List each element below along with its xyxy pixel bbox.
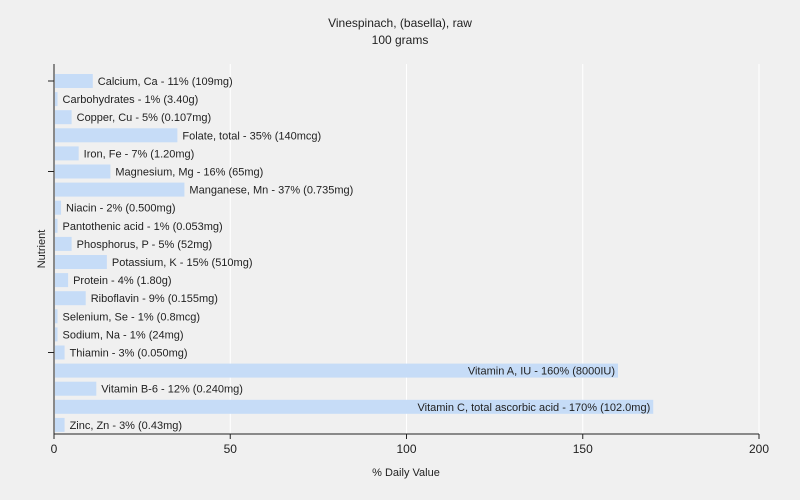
x-tick-label-2: 100 — [396, 442, 416, 456]
x-ticks: 0 50 100 150 200 — [51, 434, 769, 456]
bar-9 — [55, 236, 72, 251]
bar-8 — [55, 218, 58, 233]
bar-0 — [55, 74, 93, 88]
bar-12 — [55, 291, 86, 306]
bar-label-2: Copper, Cu - 5% (0.107mg) — [77, 112, 212, 124]
bar-label-11: Protein - 4% (1.80g) — [73, 275, 171, 287]
chart-subtitle: 100 grams — [372, 33, 429, 47]
bar-19 — [55, 417, 65, 432]
y-ticks — [48, 80, 54, 353]
bar-3 — [55, 128, 178, 143]
x-tick-label-3: 150 — [573, 442, 593, 456]
bar-label-10: Potassium, K - 15% (510mg) — [112, 257, 253, 269]
x-tick-label-1: 50 — [224, 442, 238, 456]
bar-label-1: Carbohydrates - 1% (3.40g) — [63, 94, 199, 106]
bar-label-9: Phosphorus, P - 5% (52mg) — [77, 239, 213, 251]
bar-11 — [55, 273, 69, 288]
bar-label-6: Manganese, Mn - 37% (0.735mg) — [189, 185, 353, 197]
bar-18 — [55, 399, 654, 414]
bar-label-0: Calcium, Ca - 11% (109mg) — [98, 76, 233, 88]
bar-label-12: Riboflavin - 9% (0.155mg) — [91, 293, 218, 305]
bar-10 — [55, 255, 107, 269]
bars: Calcium, Ca - 11% (109mg) Carbohydrates -… — [55, 74, 654, 432]
bar-label-5: Magnesium, Mg - 16% (65mg) — [115, 167, 263, 179]
bar-label-15: Thiamin - 3% (0.050mg) — [70, 348, 188, 360]
bar-label-7: Niacin - 2% (0.500mg) — [66, 203, 175, 215]
bar-label-8: Pantothenic acid - 1% (0.053mg) — [63, 221, 223, 233]
bar-14 — [55, 327, 58, 342]
x-tick-label-4: 200 — [749, 442, 769, 456]
bar-4 — [55, 146, 79, 161]
x-axis-label: % Daily Value — [372, 467, 440, 479]
bar-13 — [55, 309, 58, 324]
bar-label-3: Folate, total - 35% (140mcg) — [182, 130, 321, 142]
bar-label-16: Vitamin A, IU - 160% (8000IU) — [468, 366, 615, 378]
bar-7 — [55, 200, 62, 215]
bar-label-18: Vitamin C, total ascorbic acid - 170% (1… — [418, 402, 651, 414]
chart-title: Vinespinach, (basella), raw — [328, 16, 472, 30]
bar-label-14: Sodium, Na - 1% (24mg) — [63, 329, 184, 341]
gridlines — [229, 64, 760, 434]
bar-label-4: Iron, Fe - 7% (1.20mg) — [84, 148, 195, 160]
x-tick-label-0: 0 — [51, 442, 58, 456]
bar-6 — [55, 182, 185, 197]
bar-17 — [55, 381, 97, 396]
bar-1 — [55, 92, 58, 107]
y-axis-label: Nutrient — [36, 230, 48, 269]
bar-2 — [55, 110, 72, 125]
bar-label-13: Selenium, Se - 1% (0.8mcg) — [63, 311, 201, 323]
bar-16 — [55, 363, 618, 378]
bar-label-17: Vitamin B-6 - 12% (0.240mg) — [101, 384, 243, 396]
bar-15 — [55, 345, 65, 360]
bar-5 — [55, 164, 111, 179]
bar-label-19: Zinc, Zn - 3% (0.43mg) — [70, 420, 182, 432]
